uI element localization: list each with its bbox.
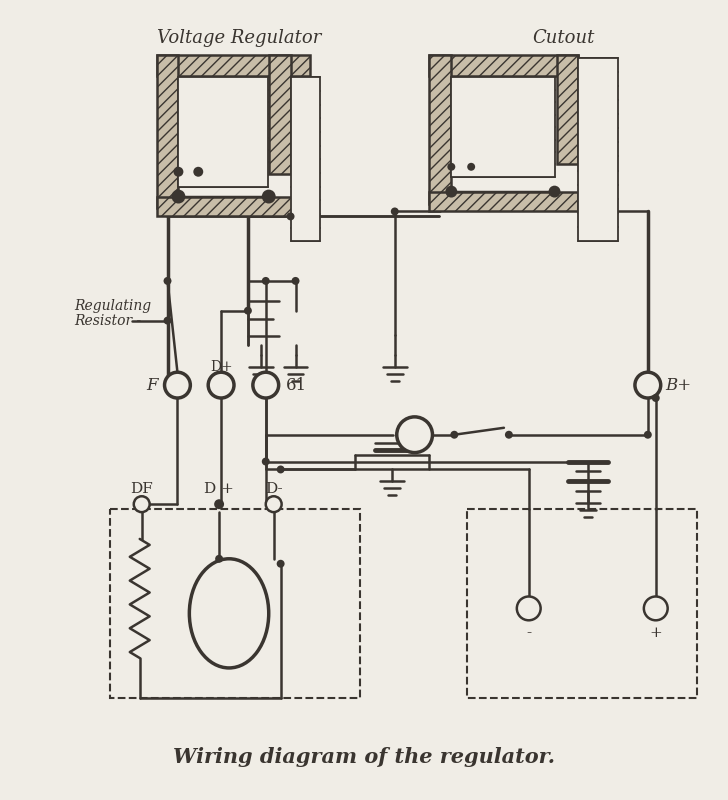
Circle shape — [253, 372, 279, 398]
Circle shape — [244, 306, 252, 314]
Circle shape — [505, 430, 513, 438]
Circle shape — [262, 277, 270, 285]
Bar — [157, 54, 310, 77]
Bar — [110, 509, 360, 698]
Text: B+: B+ — [665, 377, 692, 394]
Bar — [556, 54, 578, 164]
Circle shape — [262, 458, 270, 466]
Bar — [269, 54, 290, 174]
Ellipse shape — [189, 558, 269, 668]
Circle shape — [214, 499, 224, 509]
Text: 61: 61 — [285, 377, 306, 394]
Circle shape — [448, 163, 455, 170]
Bar — [157, 54, 178, 209]
Circle shape — [266, 496, 282, 512]
Circle shape — [215, 555, 223, 562]
Text: DF: DF — [130, 482, 153, 496]
Circle shape — [391, 207, 399, 215]
Bar — [290, 78, 320, 242]
Bar — [178, 78, 268, 186]
Bar — [157, 197, 310, 217]
Bar — [430, 54, 578, 77]
Circle shape — [164, 277, 172, 285]
Text: Voltage Regulator: Voltage Regulator — [157, 29, 321, 46]
Circle shape — [549, 186, 561, 198]
Text: -: - — [526, 626, 531, 640]
Circle shape — [165, 372, 190, 398]
Circle shape — [173, 166, 183, 177]
Circle shape — [194, 166, 203, 177]
Circle shape — [262, 190, 276, 203]
Text: Regulating: Regulating — [74, 298, 151, 313]
Circle shape — [134, 496, 150, 512]
Bar — [467, 509, 697, 698]
Circle shape — [291, 277, 299, 285]
Circle shape — [652, 394, 660, 402]
Text: D +: D + — [204, 482, 234, 496]
Circle shape — [172, 190, 186, 203]
Text: F: F — [146, 377, 157, 394]
Circle shape — [451, 430, 458, 438]
Text: +: + — [649, 626, 662, 640]
Circle shape — [277, 560, 285, 568]
Circle shape — [644, 597, 668, 620]
Text: Resistor -: Resistor - — [74, 314, 141, 328]
Text: D+: D+ — [210, 360, 232, 374]
Circle shape — [397, 417, 432, 453]
Text: D-: D- — [265, 482, 282, 496]
Circle shape — [277, 466, 285, 474]
Bar — [578, 58, 618, 242]
Circle shape — [446, 186, 457, 198]
Circle shape — [635, 372, 661, 398]
Circle shape — [644, 430, 652, 438]
Circle shape — [517, 597, 541, 620]
Circle shape — [287, 213, 295, 220]
Circle shape — [208, 372, 234, 398]
Bar — [430, 192, 578, 211]
Bar — [430, 54, 451, 203]
Bar — [451, 78, 555, 177]
Circle shape — [467, 163, 475, 170]
Text: Cutout: Cutout — [532, 29, 595, 46]
Text: Wiring diagram of the regulator.: Wiring diagram of the regulator. — [173, 747, 555, 767]
Circle shape — [164, 317, 172, 325]
